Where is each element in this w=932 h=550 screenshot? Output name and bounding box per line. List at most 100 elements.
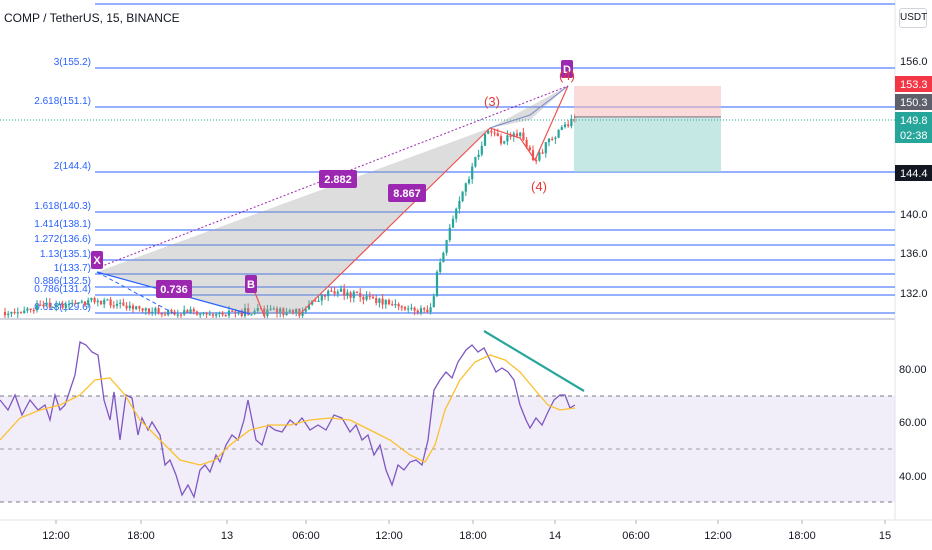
candle-body: [419, 308, 423, 313]
candle-body: [215, 314, 218, 316]
candle-body: [83, 301, 87, 305]
candle-body: [26, 308, 29, 311]
ratio-box[interactable]: [319, 170, 357, 188]
candle-body: [519, 132, 522, 137]
ratio-box-label: 0.736: [160, 284, 188, 296]
fib-label: 1(133.7): [54, 263, 91, 274]
candle-body: [19, 312, 23, 314]
candle-body: [218, 312, 221, 315]
target-price-tag: [895, 165, 932, 181]
candle-body: [461, 191, 464, 202]
candle-body: [131, 305, 135, 310]
candle-body: [106, 299, 109, 301]
candle-body: [531, 150, 535, 161]
candle-body: [544, 142, 547, 154]
fib-label: 1.13(135.1): [40, 249, 91, 260]
currency-button[interactable]: USDT: [899, 8, 927, 28]
candle-body: [189, 309, 192, 313]
candle-body: [397, 303, 400, 307]
ratio-box[interactable]: [156, 280, 192, 298]
candle-body: [477, 154, 480, 157]
candle-body: [493, 132, 496, 134]
candle-body: [349, 292, 352, 298]
candle-body: [455, 208, 458, 219]
candle-body: [442, 252, 445, 263]
fib-label: 2(144.4): [54, 161, 91, 172]
price-tick: 132.0: [900, 288, 928, 300]
candle-body: [439, 262, 442, 272]
wave-label: (4): [531, 179, 547, 194]
candle-body: [432, 296, 435, 308]
candle-body: [467, 179, 471, 184]
candle-body: [55, 304, 58, 307]
symbol-title[interactable]: COMP / TetherUS, 15, BINANCE: [4, 11, 180, 25]
candle-body: [355, 291, 359, 293]
candle-body: [39, 304, 42, 306]
fib-label: 1.618(140.3): [34, 201, 91, 212]
candle-body: [93, 298, 96, 303]
candle-body: [522, 132, 525, 140]
candle-body: [247, 308, 250, 315]
pattern-fill: [97, 128, 490, 314]
long-position-tool[interactable]: [0, 86, 895, 172]
time-tick: 15: [879, 530, 891, 542]
time-tick: 06:00: [622, 530, 650, 542]
candle-body: [192, 309, 195, 312]
rsi-ma-line: [0, 354, 576, 466]
candle-body: [115, 303, 119, 306]
stop-price-tag: [895, 76, 932, 92]
candle-body: [487, 130, 490, 134]
pattern-leg: [299, 85, 569, 315]
candle-body: [320, 295, 323, 301]
candle-body: [205, 312, 208, 315]
ratio-box-label: 8.867: [393, 188, 421, 200]
candle-body: [435, 271, 439, 297]
candle-body: [560, 127, 563, 130]
candle-body: [58, 303, 61, 305]
pattern-point-label: B: [247, 279, 255, 291]
candle-body: [141, 308, 144, 311]
pattern-point-x[interactable]: [91, 251, 103, 269]
position-target-zone[interactable]: [574, 118, 721, 172]
candle-body: [42, 304, 45, 306]
candle-body: [61, 303, 64, 308]
fib-label: 1.414(138.1): [34, 219, 91, 230]
position-stop-zone[interactable]: [574, 86, 721, 117]
main-pane[interactable]: [0, 0, 895, 318]
time-tick: 06:00: [292, 530, 320, 542]
pattern-leg: [96, 271, 176, 315]
candle-body: [282, 308, 285, 316]
candle-body: [528, 147, 531, 151]
pattern-point-b[interactable]: [245, 275, 257, 293]
candle-body: [263, 308, 266, 316]
ratio-box[interactable]: [388, 184, 426, 202]
candle-body: [80, 301, 83, 303]
pattern-point-d[interactable]: [561, 60, 573, 78]
harmonic-pattern[interactable]: X B D 0.736 2.882 8.867 (3) (4) (4): [91, 60, 575, 319]
bar-timer: 02:38: [900, 130, 928, 142]
candle-body: [10, 311, 13, 314]
candle-body: [147, 308, 151, 313]
candle-body: [151, 311, 154, 313]
candle-body: [362, 297, 365, 300]
candle-body: [288, 310, 291, 312]
candle-body: [51, 306, 55, 309]
time-tick: 14: [549, 530, 561, 542]
candle-body: [221, 312, 224, 315]
candle-body: [16, 312, 19, 314]
candle-body: [170, 310, 173, 312]
ratio-box-label: 2.882: [324, 174, 352, 186]
axis-ticks: 156.0 140.0 136.0 132.0 80.00 60.00 40.00 12:00…: [42, 56, 927, 542]
candle-body: [538, 152, 541, 161]
candle-body: [448, 227, 451, 241]
pattern-leg: [489, 85, 569, 129]
candle-body: [256, 308, 259, 312]
candle-body: [35, 304, 39, 311]
candle-body: [378, 298, 381, 303]
divergence-trendline[interactable]: [483, 330, 585, 392]
candle-body: [547, 138, 551, 143]
candle-body: [499, 136, 503, 144]
candle-body: [333, 291, 336, 294]
candle-body: [525, 139, 528, 148]
